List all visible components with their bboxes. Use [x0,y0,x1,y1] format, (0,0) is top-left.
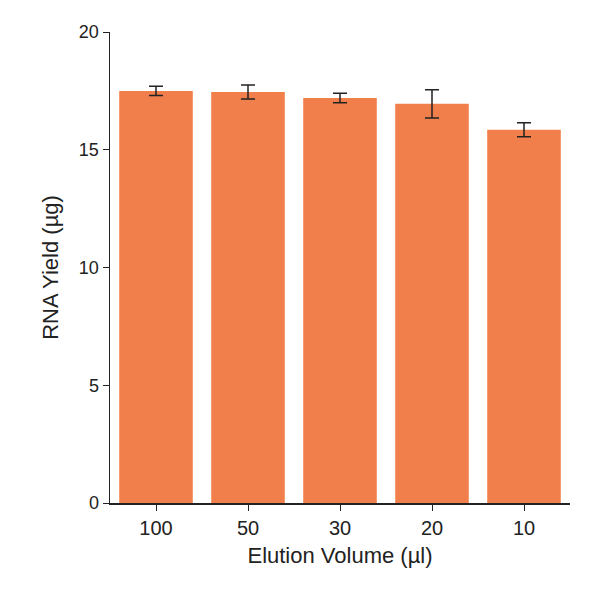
svg-text:20: 20 [421,517,443,539]
svg-text:0: 0 [89,493,99,513]
svg-text:20: 20 [79,22,99,42]
svg-text:50: 50 [237,517,259,539]
svg-text:100: 100 [139,517,172,539]
svg-text:15: 15 [79,140,99,160]
svg-text:30: 30 [329,517,351,539]
svg-text:10: 10 [79,258,99,278]
svg-text:Elution Volume (µl): Elution Volume (µl) [247,543,432,568]
svg-text:RNA Yield (µg): RNA Yield (µg) [38,195,63,340]
svg-text:10: 10 [513,517,535,539]
svg-text:5: 5 [89,376,99,396]
